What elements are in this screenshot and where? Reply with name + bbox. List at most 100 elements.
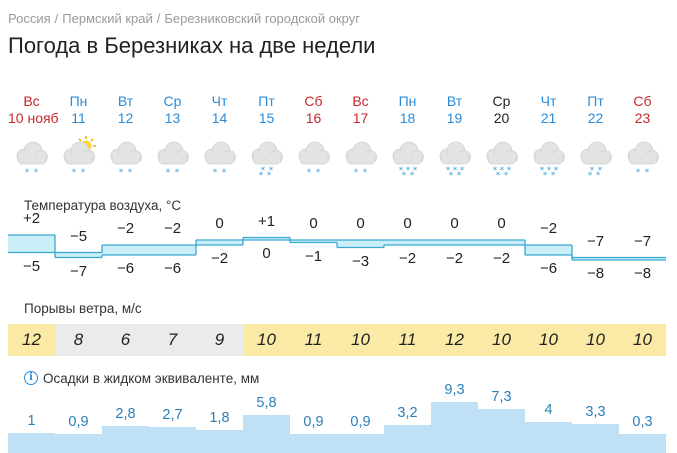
precipitation-bar [8,433,55,453]
breadcrumb-link-russia[interactable]: Россия [8,11,51,26]
precipitation-value: 9,3 [444,381,465,398]
breadcrumb-separator: / [54,11,59,26]
svg-text:*: * [72,168,77,178]
temperature-range-bar [431,240,478,245]
precipitation-bar [290,433,337,453]
temperature-max: −2 [116,220,135,237]
wind-gust-cell: 10 [525,324,572,356]
svg-text:*: * [213,168,218,178]
day-of-week: Вт [446,93,463,109]
svg-text:*: * [307,168,312,178]
temperature-max: −7 [586,232,605,250]
svg-text:*: * [460,166,465,176]
temperature-min: −6 [163,260,182,277]
cloud-light-snow-icon: * * [298,141,330,178]
temperature-range-bar [149,245,196,255]
temperature-max: +2 [22,210,41,227]
svg-text:*: * [493,166,498,176]
cloud-light-snow-icon: * * [627,141,659,178]
breadcrumb-separator: / [156,11,161,26]
day-date: 16 [305,110,322,126]
precipitation-bar [196,430,243,453]
info-icon[interactable]: i [24,371,38,385]
wind-gust-cell: 7 [149,324,196,356]
precipitation-bar [55,433,102,453]
day-date: 11 [71,110,86,126]
day-of-week: Пн [398,93,417,109]
precipitation-bar [384,424,431,453]
day-date: 18 [399,110,416,126]
precipitation-bar [525,421,572,453]
cloud-heavy-snow-icon: * * ** * [392,141,424,181]
svg-text:*: * [399,166,404,176]
precipitation-value: 0,9 [303,413,324,430]
cloud-heavy-snow-icon: * * ** * [486,141,518,181]
temperature-min: 0 [262,245,271,262]
day-date: 14 [211,110,228,126]
svg-text:*: * [554,166,559,176]
temperature-range-bar [478,240,525,245]
day-of-week: Чт [211,93,228,109]
svg-text:*: * [406,166,411,176]
temperature-range-bar [55,252,102,258]
temperature-max: −5 [69,227,88,245]
svg-text:*: * [175,168,180,178]
day-of-week: Ср [163,93,182,109]
cloud-light-snow-icon: * * [157,141,189,178]
temperature-min: −2 [492,250,511,267]
svg-text:*: * [590,166,595,176]
day-date: 17 [352,110,369,126]
precipitation-value: 3,3 [585,404,606,421]
temperature-max: 0 [356,215,365,232]
precipitation-value: 5,8 [256,394,277,411]
precipitation-value: 1,8 [209,410,230,427]
svg-text:*: * [354,168,359,178]
precipitation-bar [572,424,619,453]
svg-text:*: * [453,166,458,176]
svg-text:*: * [543,171,548,181]
temperature-range-bar [525,245,572,255]
precipitation-bar [337,433,384,453]
svg-text:*: * [507,166,512,176]
svg-text:*: * [119,168,124,178]
temperature-max: 0 [450,215,459,232]
svg-text:*: * [410,171,415,181]
svg-text:*: * [636,168,641,178]
day-date: 23 [634,110,651,126]
breadcrumb-link-okrug[interactable]: Березниковский городской округ [164,11,360,26]
day-date: 10 нояб [8,110,59,126]
precipitation-bar [478,409,525,453]
svg-text:*: * [588,171,593,181]
svg-text:*: * [449,171,454,181]
temperature-range-bar [102,245,149,255]
wind-gust-cell: 10 [572,324,619,356]
precipitation-value: 0,9 [350,413,371,430]
wind-gust-cell: 11 [384,324,431,356]
partly-sunny-light-snow-icon: * * [63,136,96,178]
wind-gust-cell: 10 [337,324,384,356]
svg-text:*: * [81,168,86,178]
breadcrumb-link-perm-krai[interactable]: Пермский край [62,11,153,26]
temperature-max: 0 [403,215,412,232]
day-date: 13 [164,110,181,126]
svg-text:*: * [598,166,603,176]
wind-gust-cell: 10 [243,324,290,356]
svg-text:*: * [504,171,509,181]
wind-gust-cell: 9 [196,324,243,356]
wind-gust-cell: 12 [8,324,55,356]
temperature-max: +1 [257,212,276,230]
cloud-snow-icon: * ** * [580,141,612,181]
temperature-max: −2 [163,220,182,237]
precipitation-value: 7,3 [491,389,512,406]
day-of-week: Вс [352,93,369,109]
precipitation-value: 0,3 [632,414,653,430]
temperature-range-bar [243,237,290,240]
temperature-min: −8 [633,265,652,282]
temperature-min: −6 [116,260,135,277]
svg-text:*: * [596,171,601,181]
temperature-range-bar [290,240,337,243]
day-of-week: Сб [304,93,323,109]
temperature-min: −3 [351,252,370,270]
temperature-range-bar [572,257,619,260]
temperature-min: −1 [304,247,323,265]
